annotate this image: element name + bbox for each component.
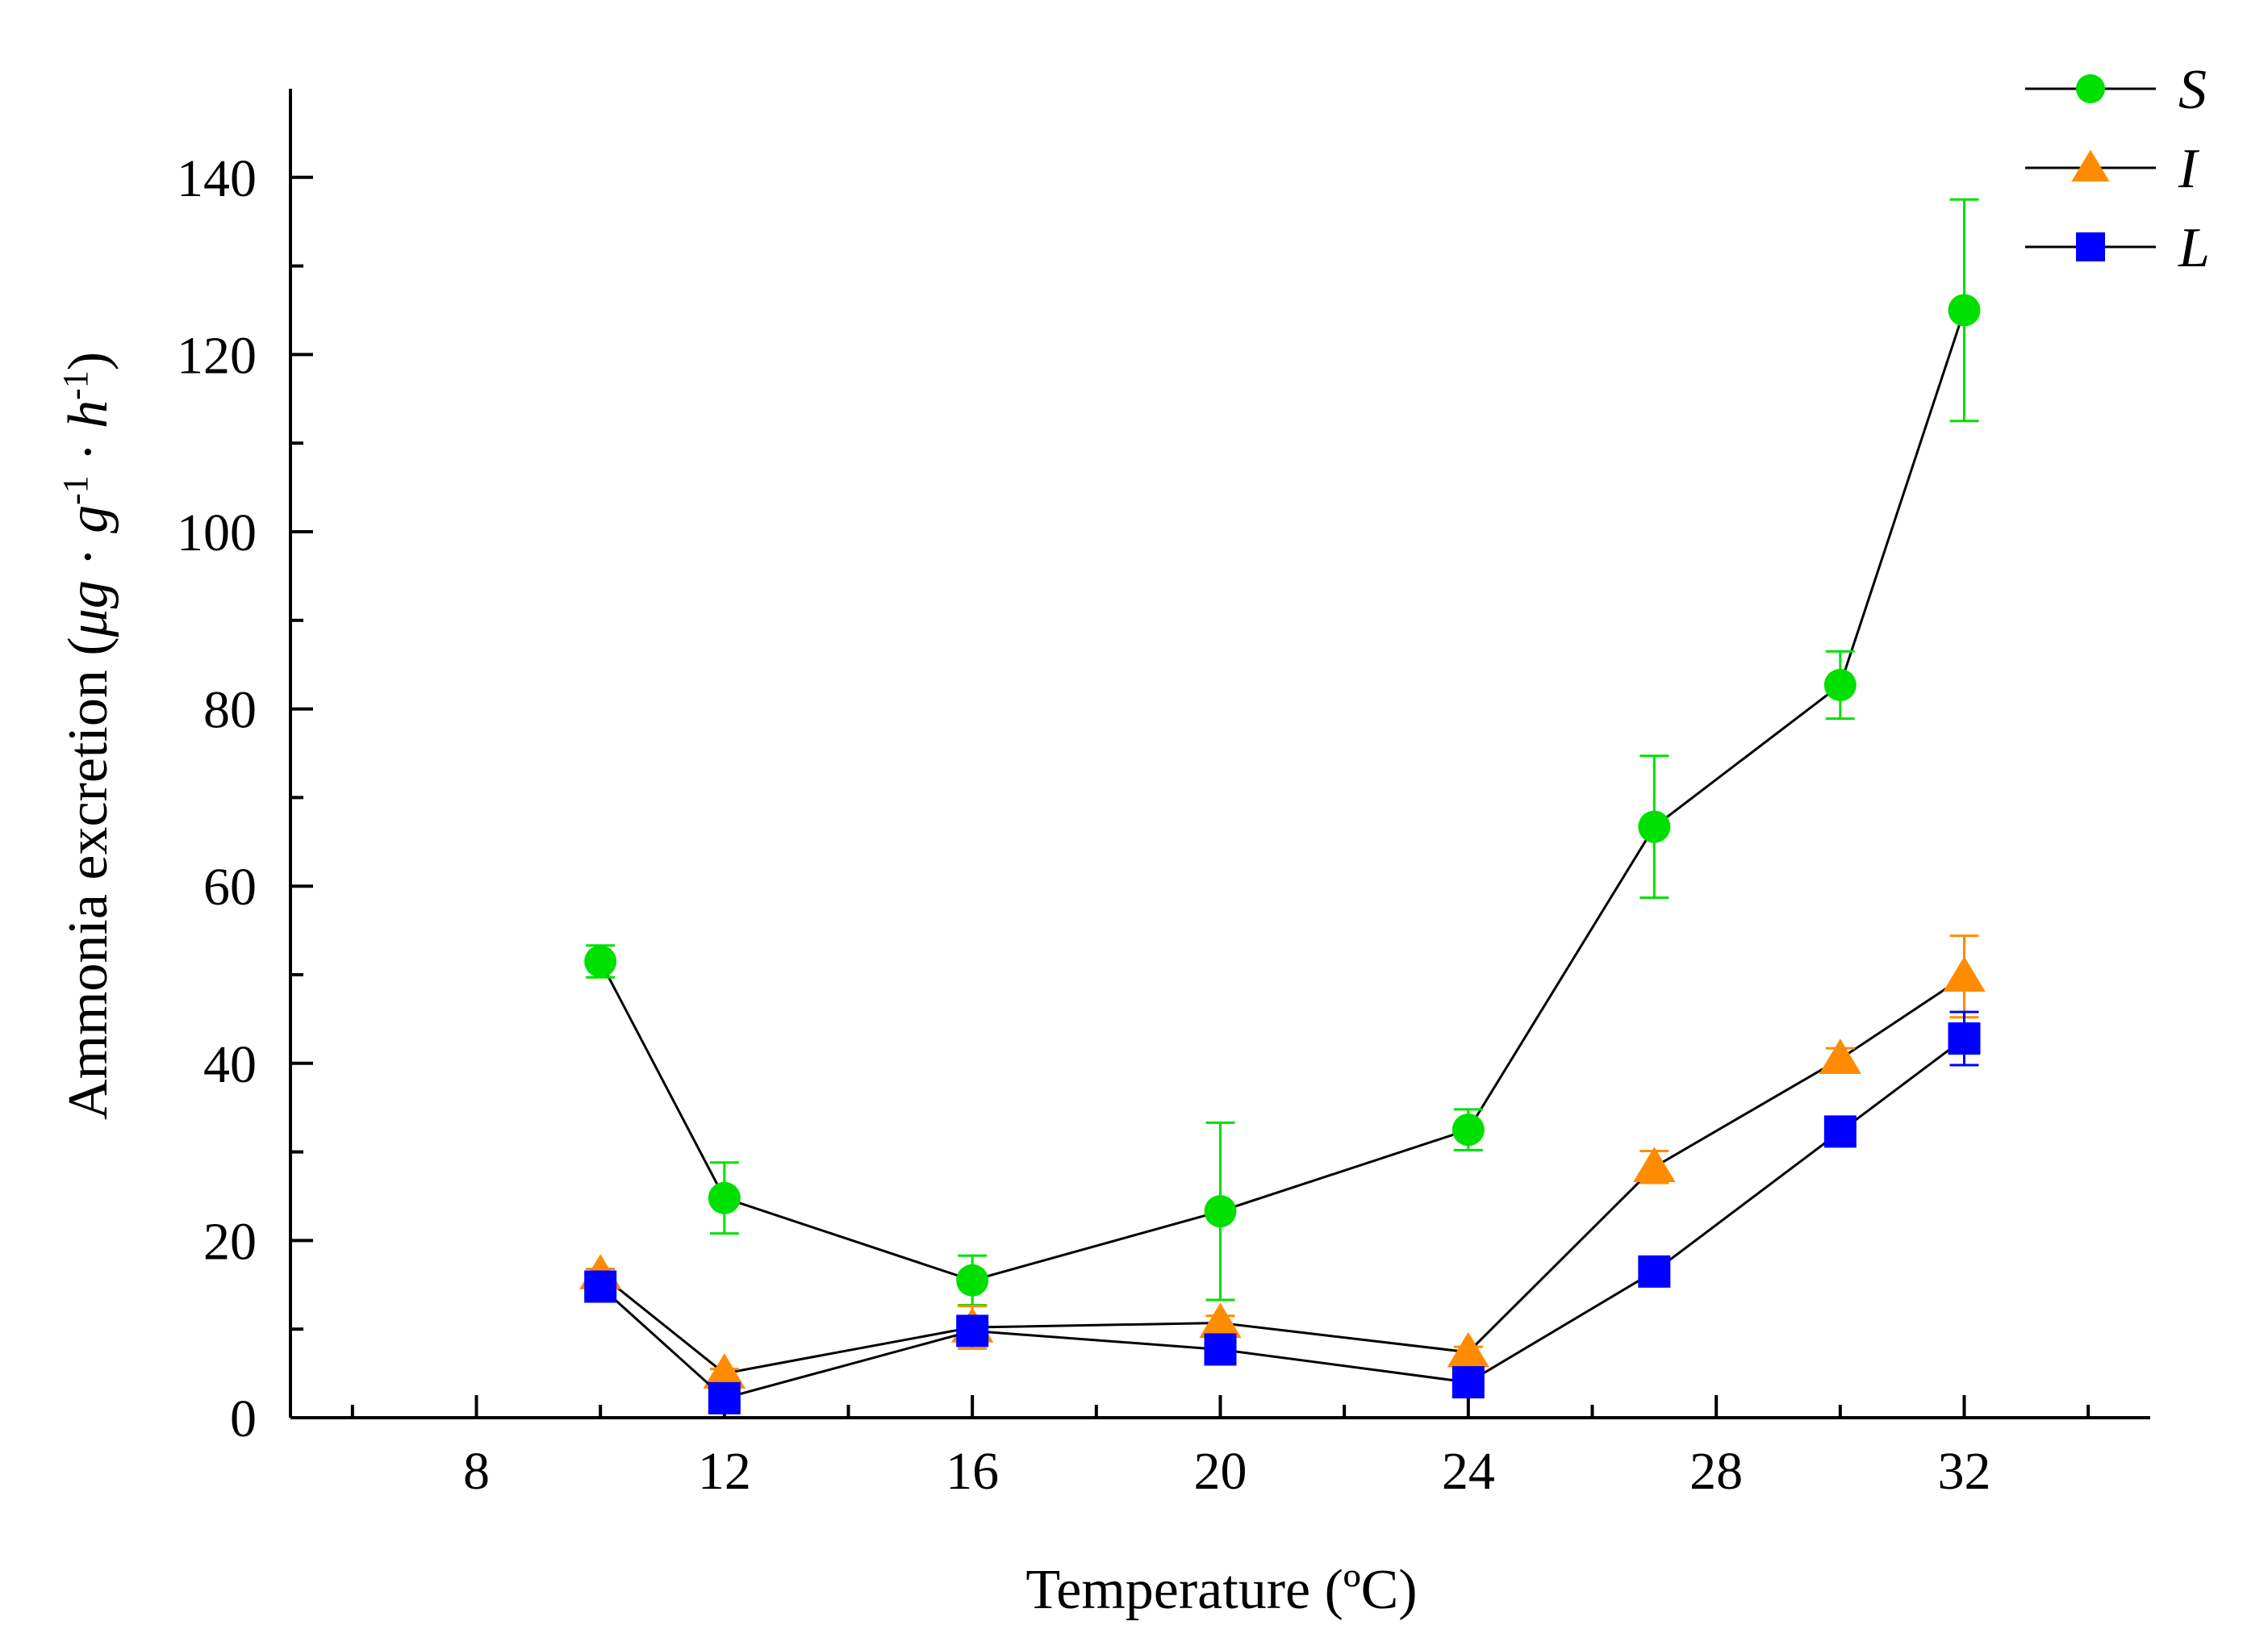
data-point-S bbox=[584, 945, 617, 978]
data-point-L bbox=[708, 1381, 741, 1414]
data-point-I bbox=[703, 1353, 746, 1389]
data-point-S bbox=[1948, 294, 1981, 327]
y-tick-label: 60 bbox=[203, 858, 257, 917]
x-tick-label: 28 bbox=[1690, 1442, 1743, 1501]
y-tick-label: 20 bbox=[203, 1212, 257, 1271]
y-title-suffix: ) bbox=[57, 352, 119, 370]
data-point-S bbox=[708, 1181, 741, 1214]
y-tick-label: 120 bbox=[177, 326, 257, 385]
data-point-L bbox=[584, 1270, 617, 1303]
y-axis-title: Ammonia excretion (μg · g-1 · h-1) bbox=[56, 352, 120, 1120]
x-tick-label: 24 bbox=[1442, 1442, 1495, 1501]
y-title-g1: g bbox=[57, 580, 119, 608]
y-title-prefix: Ammonia excretion ( bbox=[57, 637, 119, 1120]
x-axis-ticks: 8 12 16 20 24 28 32 bbox=[350, 1395, 2090, 1501]
legend-label: L bbox=[2178, 217, 2210, 279]
data-point-I bbox=[1633, 1147, 1676, 1183]
x-tick-label: 20 bbox=[1194, 1442, 1247, 1501]
y-tick-label: 80 bbox=[203, 681, 257, 740]
y-title-mu: μ bbox=[57, 608, 119, 637]
y-tick-label: 0 bbox=[230, 1389, 257, 1448]
data-point-S bbox=[1823, 668, 1857, 701]
x-tick-label: 32 bbox=[1938, 1442, 1991, 1501]
y-title-h: h bbox=[57, 400, 119, 428]
series-line-S bbox=[599, 310, 1965, 1282]
series-S bbox=[584, 198, 1981, 1307]
series-L bbox=[584, 1010, 1981, 1414]
data-point-L bbox=[1204, 1333, 1237, 1366]
y-title-exp2: -1 bbox=[56, 370, 95, 400]
series-I bbox=[578, 934, 1986, 1389]
y-title-dot2: · bbox=[57, 428, 119, 475]
x-axis-title: Temperature (ºC) bbox=[1025, 1559, 1417, 1621]
y-tick-label: 100 bbox=[177, 504, 257, 562]
data-point-I bbox=[1819, 1038, 1862, 1075]
legend-marker bbox=[2076, 232, 2105, 261]
y-title-g2: g bbox=[57, 505, 119, 533]
data-point-I bbox=[1447, 1331, 1490, 1368]
series-line-I bbox=[599, 975, 1965, 1375]
y-tick-label: 40 bbox=[203, 1035, 257, 1094]
x-tick-label: 8 bbox=[463, 1442, 490, 1501]
data-point-L bbox=[956, 1314, 989, 1348]
data-point-S bbox=[1451, 1114, 1485, 1147]
y-title-dot1: · bbox=[57, 533, 119, 580]
data-point-I bbox=[1943, 956, 1986, 992]
legend: SIL bbox=[2025, 59, 2210, 279]
data-point-L bbox=[1638, 1255, 1671, 1288]
y-title-exp1: -1 bbox=[56, 475, 95, 505]
data-point-S bbox=[1638, 810, 1671, 843]
plot-series bbox=[578, 198, 1986, 1414]
data-point-L bbox=[1823, 1115, 1857, 1148]
legend-marker bbox=[2071, 149, 2110, 182]
y-tick-label: 140 bbox=[177, 149, 257, 208]
data-point-I bbox=[1199, 1302, 1242, 1339]
legend-marker bbox=[2076, 74, 2105, 103]
data-point-S bbox=[956, 1264, 989, 1297]
data-point-L bbox=[1451, 1366, 1485, 1399]
legend-label: I bbox=[2178, 138, 2200, 200]
data-point-L bbox=[1948, 1022, 1981, 1055]
y-axis-ticks: 0 20 40 60 80 100 120 140 bbox=[177, 149, 313, 1448]
series-line-L bbox=[599, 1037, 1965, 1400]
legend-item-S: S bbox=[2025, 59, 2207, 121]
legend-label: S bbox=[2178, 59, 2207, 121]
data-point-S bbox=[1204, 1195, 1237, 1228]
legend-item-I: I bbox=[2025, 138, 2200, 200]
x-tick-label: 12 bbox=[698, 1442, 751, 1501]
x-tick-label: 16 bbox=[946, 1442, 999, 1501]
legend-item-L: L bbox=[2025, 217, 2210, 279]
